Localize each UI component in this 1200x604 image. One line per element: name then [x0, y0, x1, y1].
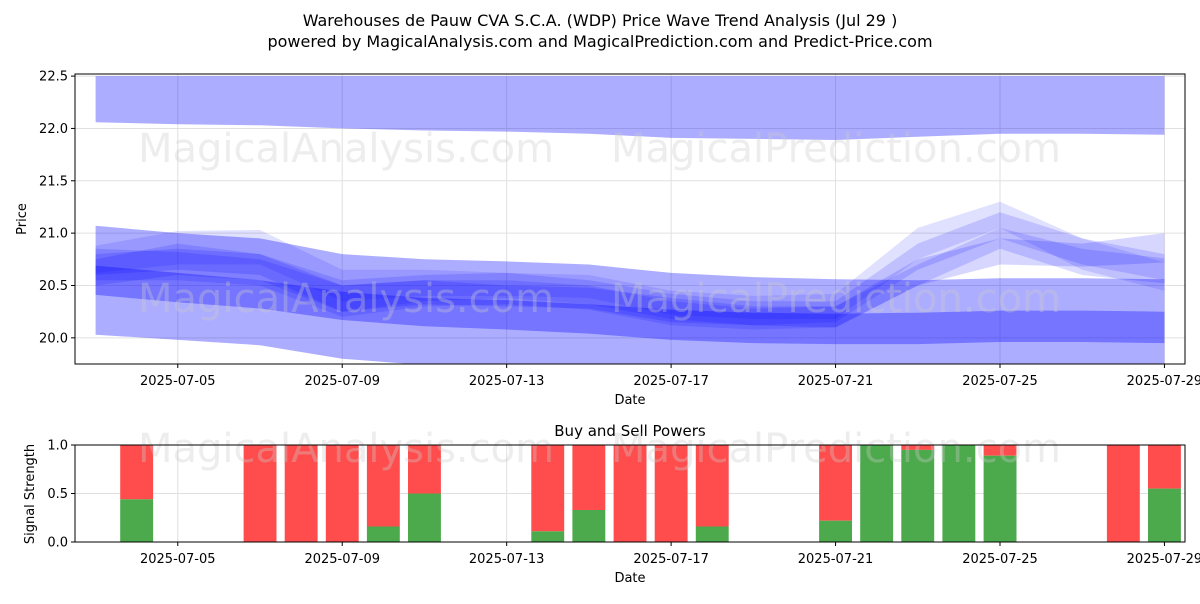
signal-bars	[120, 445, 1181, 542]
signal-y-tick-label: 0.0	[47, 536, 68, 551]
sell-bar-2025-07-09	[325, 445, 359, 542]
signal-x-tick-label: 2025-07-05	[140, 552, 216, 567]
sell-bar-2025-07-07	[243, 445, 277, 542]
buy-bar-2025-07-11	[408, 493, 441, 542]
buy-bar-2025-07-04	[120, 499, 154, 542]
signal-x-tick-label: 2025-07-17	[633, 552, 709, 567]
sell-bar-2025-07-08	[284, 445, 318, 542]
sell-bar-2025-07-11	[408, 445, 441, 494]
watermark-top-right: MagicalPrediction.com	[611, 126, 1061, 172]
price-band-4	[95, 212, 1165, 326]
sell-bar-2025-07-29	[1148, 445, 1181, 489]
price-y-axis-label: Price	[15, 203, 30, 235]
price-y-tick-label: 21.0	[39, 227, 68, 242]
price-y-tick-label: 22.5	[39, 70, 68, 85]
buy-bar-2025-07-24	[942, 445, 976, 542]
signal-y-tick-label: 1.0	[47, 439, 68, 454]
signal-x-tick-label: 2025-07-13	[469, 552, 545, 567]
price-gridlines	[75, 74, 1185, 364]
watermark-mid-left: MagicalAnalysis.com	[138, 276, 554, 322]
sell-bar-2025-07-14	[531, 445, 565, 532]
price-y-tick-label: 21.5	[39, 174, 68, 189]
sell-bar-2025-07-16	[613, 445, 647, 542]
buy-bar-2025-07-21	[819, 520, 852, 542]
price-y-ticks: 20.0 20.5 21.0 21.5 22.0 22.5	[39, 70, 75, 346]
signal-x-tick-label: 2025-07-21	[798, 552, 874, 567]
sell-bar-2025-07-18	[695, 445, 729, 527]
sell-bar-2025-07-21	[819, 445, 852, 521]
price-wave-bands	[95, 76, 1165, 364]
price-x-axis-label: Date	[614, 393, 645, 408]
signal-x-tick-label: 2025-07-09	[304, 552, 380, 567]
sell-bar-2025-07-10	[366, 445, 400, 527]
price-band-6	[95, 233, 1165, 328]
price-band-5	[95, 201, 1165, 319]
chart-title-line1: Warehouses de Pauw CVA S.C.A. (WDP) Pric…	[303, 11, 898, 30]
sell-bar-2025-07-25	[983, 445, 1017, 456]
signal-y-tick-label: 0.5	[47, 487, 68, 502]
buy-bar-2025-07-15	[572, 510, 606, 542]
sell-bar-2025-07-04	[120, 445, 154, 500]
sell-bar-2025-07-23	[901, 445, 935, 450]
buy-bar-2025-07-14	[531, 531, 565, 542]
price-y-tick-label: 22.0	[39, 122, 68, 137]
price-band-0	[95, 76, 1165, 140]
buy-bar-2025-07-10	[366, 526, 400, 542]
price-watermarks: MagicalAnalysis.com MagicalPrediction.co…	[138, 126, 1061, 322]
signal-x-ticks: 2025-07-05 2025-07-09 2025-07-13 2025-07-17…	[140, 542, 1200, 567]
price-plot-frame	[74, 73, 1186, 365]
signal-x-tick-label: 2025-07-29	[1127, 552, 1200, 567]
price-y-tick-label: 20.0	[39, 331, 68, 346]
signal-x-tick-label: 2025-07-25	[962, 552, 1038, 567]
buy-bar-2025-07-18	[695, 526, 729, 542]
price-x-tick-label: 2025-07-09	[304, 374, 380, 389]
price-x-tick-label: 2025-07-21	[798, 374, 874, 389]
watermark-top-left: MagicalAnalysis.com	[138, 126, 554, 172]
price-band-1	[95, 225, 1165, 364]
sell-bar-2025-07-17	[654, 445, 688, 542]
price-x-tick-label: 2025-07-25	[962, 374, 1038, 389]
signal-x-axis-label: Date	[614, 571, 645, 586]
signal-y-ticks: 0.0 0.5 1.0	[47, 439, 75, 551]
price-band-3	[95, 227, 1165, 330]
price-x-tick-label: 2025-07-29	[1127, 374, 1200, 389]
signal-y-axis-label: Signal Strength	[23, 444, 38, 544]
buy-bar-2025-07-25	[983, 455, 1017, 542]
sell-bar-2025-07-28	[1106, 445, 1140, 542]
sell-bar-2025-07-15	[572, 445, 606, 510]
buy-bar-2025-07-23	[901, 449, 935, 542]
price-x-tick-label: 2025-07-13	[469, 374, 545, 389]
buy-bar-2025-07-29	[1148, 488, 1181, 542]
signal-watermarks: MagicalAnalysis.com MagicalPrediction.co…	[138, 426, 1061, 472]
price-band-2	[95, 265, 1165, 345]
watermark-mid-right: MagicalPrediction.com	[611, 276, 1061, 322]
price-x-tick-label: 2025-07-05	[140, 374, 216, 389]
price-x-ticks: 2025-07-05 2025-07-09 2025-07-13 2025-07-17…	[140, 364, 1200, 389]
price-y-tick-label: 20.5	[39, 279, 68, 294]
watermark-bottom-right: MagicalPrediction.com	[611, 426, 1061, 472]
signal-chart-title: Buy and Sell Powers	[554, 422, 706, 440]
watermark-bottom-left: MagicalAnalysis.com	[138, 426, 554, 472]
chart-title-line2: powered by MagicalAnalysis.com and Magic…	[267, 32, 932, 51]
price-x-tick-label: 2025-07-17	[633, 374, 709, 389]
buy-bar-2025-07-22	[860, 445, 894, 542]
